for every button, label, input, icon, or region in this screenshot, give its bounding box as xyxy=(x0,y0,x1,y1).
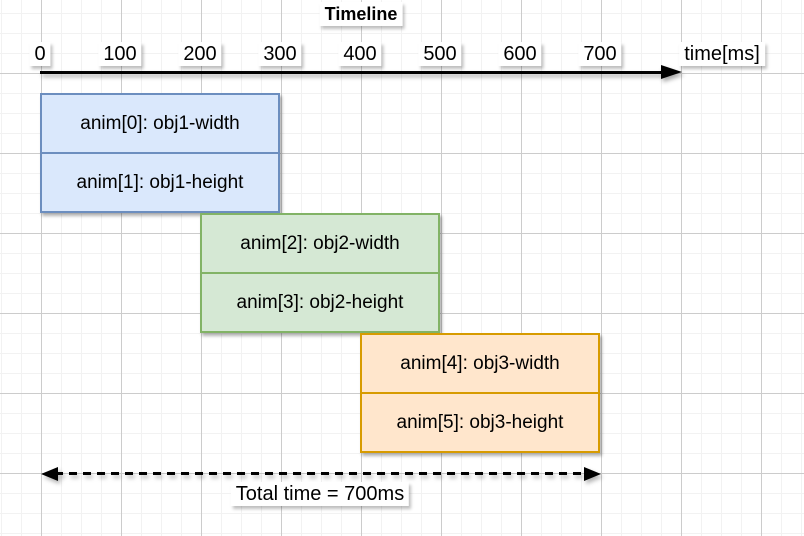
timeline-bar-anim1: anim[1]: obj1-height xyxy=(42,152,278,211)
obj3-animation-group: anim[4]: obj3-width anim[5]: obj3-height xyxy=(360,333,600,453)
axis-tick-400: 400 xyxy=(338,42,382,66)
axis-unit-label: time[ms] xyxy=(679,42,765,66)
total-time-label: Total time = 700ms xyxy=(230,482,410,506)
arrowhead-right-icon xyxy=(584,466,601,481)
timeline-bar-anim5: anim[5]: obj3-height xyxy=(362,392,598,451)
timeline-bar-anim4: anim[4]: obj3-width xyxy=(362,335,598,392)
bar-label: anim[5]: obj3-height xyxy=(396,411,564,433)
axis-tick-300: 300 xyxy=(258,42,302,66)
timeline-bar-anim2: anim[2]: obj2-width xyxy=(202,215,438,272)
axis-line xyxy=(40,71,664,74)
axis-tick-500: 500 xyxy=(418,42,462,66)
diagram-title: Timeline xyxy=(319,2,403,26)
bar-label: anim[0]: obj1-width xyxy=(80,112,240,134)
obj2-animation-group: anim[2]: obj2-width anim[3]: obj2-height xyxy=(200,213,440,333)
axis-arrowhead-icon xyxy=(661,65,682,79)
bar-label: anim[2]: obj2-width xyxy=(240,232,400,254)
axis-tick-200: 200 xyxy=(178,42,222,66)
arrowhead-left-icon xyxy=(41,466,58,481)
axis-tick-600: 600 xyxy=(498,42,542,66)
timeline-bar-anim0: anim[0]: obj1-width xyxy=(42,95,278,152)
axis-tick-0: 0 xyxy=(29,42,51,66)
bar-label: anim[1]: obj1-height xyxy=(76,171,244,193)
timeline-bar-anim3: anim[3]: obj2-height xyxy=(202,272,438,331)
axis-tick-100: 100 xyxy=(98,42,142,66)
bar-label: anim[4]: obj3-width xyxy=(400,352,560,374)
dashed-line xyxy=(55,472,587,475)
bar-label: anim[3]: obj2-height xyxy=(236,291,404,313)
axis-tick-700: 700 xyxy=(578,42,622,66)
obj1-animation-group: anim[0]: obj1-width anim[1]: obj1-height xyxy=(40,93,280,213)
